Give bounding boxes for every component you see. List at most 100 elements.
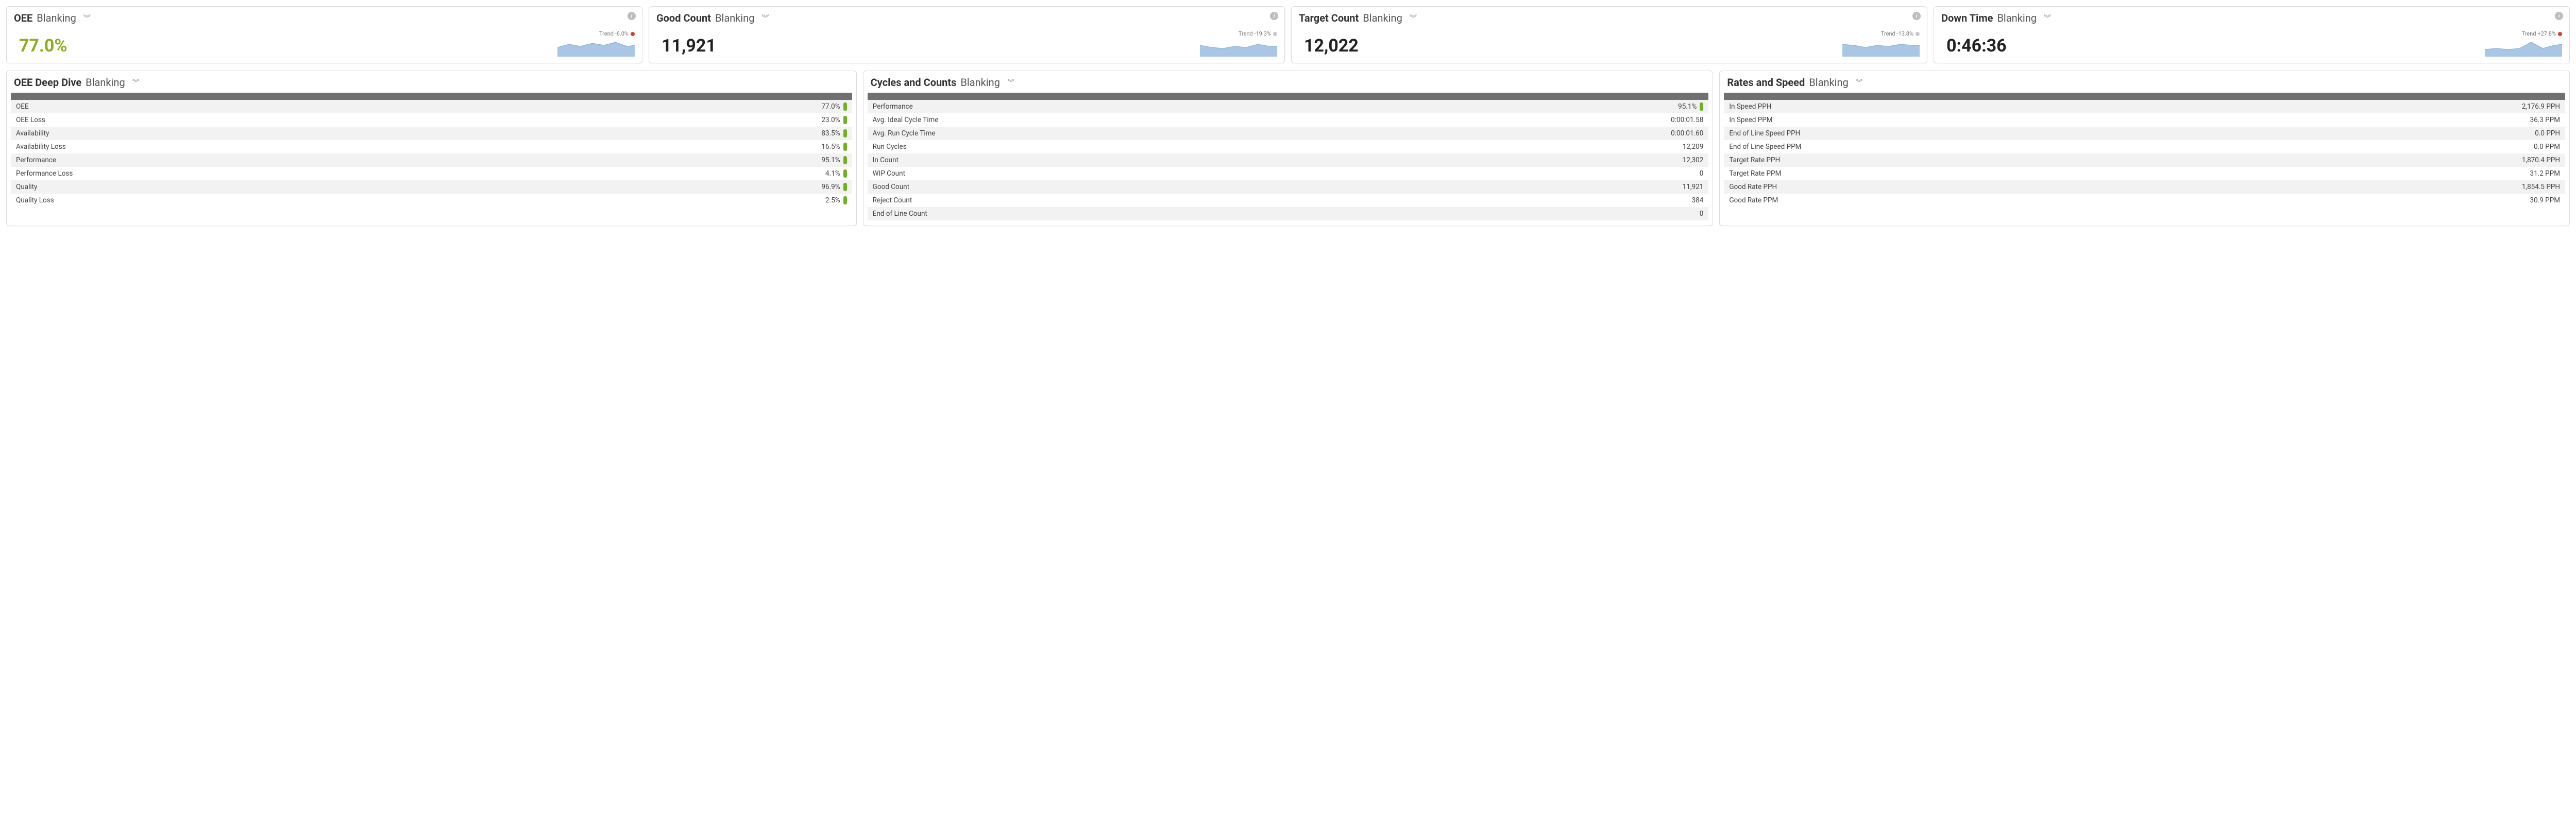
metric-value: 12,209 bbox=[1683, 143, 1704, 151]
status-pill-icon bbox=[843, 183, 847, 191]
panel-deep: OEE Deep Dive Blanking ︾ OEE 77.0% OEE L… bbox=[6, 71, 857, 226]
kpi-value: 12,022 bbox=[1299, 37, 1359, 57]
metric-value: 96.9% bbox=[821, 183, 840, 191]
metric-row: End of Line Count 0 bbox=[868, 207, 1709, 220]
metric-value-wrap: 77.0% bbox=[821, 102, 846, 111]
kpi-title-thin: Blanking bbox=[715, 12, 755, 24]
metric-row: Quality Loss 2.5% bbox=[11, 194, 852, 207]
metric-row: Avg. Run Cycle Time 0:00:01.60 bbox=[868, 127, 1709, 140]
status-pill-icon bbox=[843, 196, 847, 204]
panels-row: OEE Deep Dive Blanking ︾ OEE 77.0% OEE L… bbox=[6, 71, 2570, 226]
sparkline-wrap: Trend -6.0% bbox=[557, 30, 635, 57]
metric-row: Quality 96.9% bbox=[11, 180, 852, 194]
metric-value: 0.0 PPM bbox=[2534, 143, 2560, 151]
kpi-header: Target Count Blanking ︾ bbox=[1299, 12, 1920, 24]
metric-value: 2,176.9 PPH bbox=[2522, 102, 2560, 111]
chevron-down-icon[interactable]: ︾ bbox=[1007, 77, 1013, 88]
metric-row: Availability Loss 16.5% bbox=[11, 140, 852, 153]
metric-row: In Count 12,302 bbox=[868, 153, 1709, 167]
metric-row: Good Rate PPH 1,854.5 PPH bbox=[1724, 180, 2565, 194]
metric-label: Availability bbox=[16, 129, 49, 138]
trend-dot-icon bbox=[2558, 32, 2562, 36]
kpi-title-thin: Blanking bbox=[1997, 12, 2037, 24]
trend-text: Trend -6.0% bbox=[599, 30, 629, 37]
panel-body: OEE 77.0% OEE Loss 23.0% Availability 83… bbox=[7, 100, 856, 212]
metric-value: 0.0 PPH bbox=[2535, 129, 2560, 138]
metric-label: Run Cycles bbox=[873, 143, 907, 151]
chevron-down-icon[interactable]: ︾ bbox=[762, 13, 768, 23]
sparkline-chart bbox=[2485, 38, 2562, 57]
metric-label: OEE bbox=[16, 102, 29, 111]
metric-label: Availability Loss bbox=[16, 143, 66, 151]
info-icon[interactable]: i bbox=[1270, 12, 1278, 20]
metric-row: Target Rate PPM 31.2 PPM bbox=[1724, 167, 2565, 180]
metric-value: 95.1% bbox=[1678, 102, 1697, 111]
metric-row: Good Count 11,921 bbox=[868, 180, 1709, 194]
kpi-title-bold: Down Time bbox=[1941, 12, 1993, 24]
info-icon[interactable]: i bbox=[1912, 12, 1921, 20]
metric-value: 23.0% bbox=[821, 116, 840, 124]
chevron-down-icon[interactable]: ︾ bbox=[2044, 13, 2050, 23]
metric-value-wrap: 0 bbox=[1700, 210, 1704, 218]
metric-row: Run Cycles 12,209 bbox=[868, 140, 1709, 153]
metric-label: In Speed PPM bbox=[1729, 116, 1772, 124]
metric-label: In Speed PPH bbox=[1729, 102, 1771, 111]
trend-dot-icon bbox=[631, 32, 635, 36]
metric-label: Performance Loss bbox=[16, 169, 73, 178]
kpi-header: OEE Blanking ︾ bbox=[14, 12, 635, 24]
kpi-body: 0:46:36 Trend +27.8% bbox=[1941, 30, 2562, 57]
metric-value-wrap: 2.5% bbox=[825, 196, 847, 204]
panel-title-bold: Rates and Speed bbox=[1727, 76, 1805, 89]
metric-value-wrap: 0.0 PPH bbox=[2535, 129, 2560, 138]
sparkline-chart bbox=[557, 38, 635, 57]
chevron-down-icon[interactable]: ︾ bbox=[83, 13, 90, 23]
sparkline-wrap: Trend -13.8% bbox=[1842, 30, 1920, 57]
panel-rates: Rates and Speed Blanking ︾ In Speed PPH … bbox=[1719, 71, 2570, 226]
metric-label: Avg. Run Cycle Time bbox=[873, 129, 936, 138]
panel-header: Cycles and Counts Blanking ︾ bbox=[863, 71, 1713, 93]
kpi-title-thin: Blanking bbox=[1363, 12, 1402, 24]
metric-value-wrap: 95.1% bbox=[1678, 102, 1703, 111]
metric-value: 95.1% bbox=[821, 156, 840, 164]
status-pill-icon bbox=[843, 156, 847, 164]
status-pill-icon bbox=[843, 102, 847, 111]
trend-dot-icon bbox=[1273, 32, 1277, 36]
metric-value-wrap: 11,921 bbox=[1683, 183, 1704, 191]
sparkline-chart bbox=[1200, 38, 1277, 57]
panel-header: Rates and Speed Blanking ︾ bbox=[1720, 71, 2569, 93]
metric-value-wrap: 36.3 PPM bbox=[2530, 116, 2561, 124]
metric-row: End of Line Speed PPM 0.0 PPM bbox=[1724, 140, 2565, 153]
metric-value: 77.0% bbox=[821, 102, 840, 111]
metric-label: OEE Loss bbox=[16, 116, 45, 124]
metric-value: 36.3 PPM bbox=[2530, 116, 2561, 124]
metric-label: Performance bbox=[16, 156, 56, 164]
info-icon[interactable]: i bbox=[628, 12, 636, 20]
info-icon[interactable]: i bbox=[2555, 12, 2563, 20]
kpi-title-bold: OEE bbox=[14, 12, 32, 24]
metric-label: In Count bbox=[873, 156, 899, 164]
metric-row: Performance Loss 4.1% bbox=[11, 167, 852, 180]
kpi-card: i Down Time Blanking ︾ 0:46:36 Trend +27… bbox=[1934, 6, 2570, 63]
metric-value-wrap: 1,870.4 PPH bbox=[2522, 156, 2560, 164]
trend-label: Trend +27.8% bbox=[2485, 30, 2562, 37]
metric-row: Good Rate PPM 30.9 PPM bbox=[1724, 194, 2565, 207]
metric-label: Good Count bbox=[873, 183, 909, 191]
panel-body: In Speed PPH 2,176.9 PPH In Speed PPM 36… bbox=[1720, 100, 2569, 212]
metric-row: Target Rate PPH 1,870.4 PPH bbox=[1724, 153, 2565, 167]
metric-value-wrap: 16.5% bbox=[821, 143, 846, 151]
chevron-down-icon[interactable]: ︾ bbox=[1856, 77, 1862, 88]
trend-label: Trend -13.8% bbox=[1842, 30, 1920, 37]
metric-label: End of Line Count bbox=[873, 210, 927, 218]
metric-value-wrap: 83.5% bbox=[821, 129, 846, 138]
sparkline-wrap: Trend -19.3% bbox=[1200, 30, 1277, 57]
chevron-down-icon[interactable]: ︾ bbox=[132, 77, 139, 88]
trend-text: Trend -19.3% bbox=[1239, 30, 1271, 37]
trend-text: Trend +27.8% bbox=[2522, 30, 2556, 37]
panel-divider-bar bbox=[1724, 93, 2565, 100]
metric-label: End of Line Speed PPH bbox=[1729, 129, 1800, 138]
metric-row: In Speed PPM 36.3 PPM bbox=[1724, 113, 2565, 127]
metric-row: OEE 77.0% bbox=[11, 100, 852, 113]
metric-label: Good Rate PPH bbox=[1729, 183, 1777, 191]
metric-value: 4.1% bbox=[825, 169, 840, 178]
chevron-down-icon[interactable]: ︾ bbox=[1410, 13, 1416, 23]
